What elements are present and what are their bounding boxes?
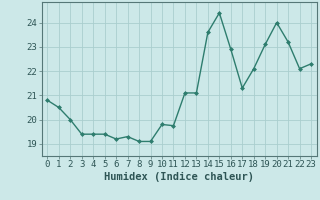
X-axis label: Humidex (Indice chaleur): Humidex (Indice chaleur) xyxy=(104,172,254,182)
